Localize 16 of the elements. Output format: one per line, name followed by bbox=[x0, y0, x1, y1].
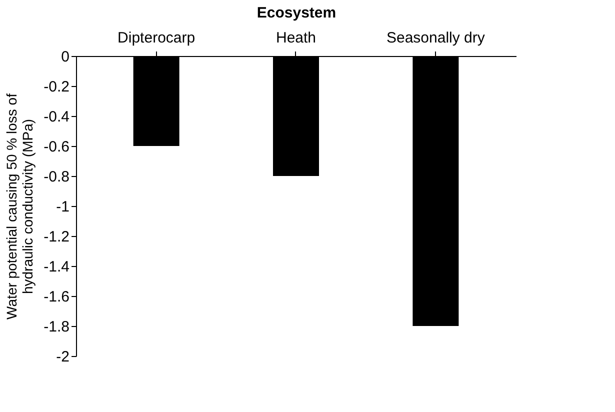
x-tick-label: Seasonally dry bbox=[386, 30, 486, 46]
y-tick-label: -1 bbox=[56, 198, 70, 216]
y-tick-label: -1.4 bbox=[44, 258, 70, 276]
y-tick-label: -1.6 bbox=[44, 288, 70, 306]
y-tick-label: -0.6 bbox=[44, 138, 70, 156]
y-tick-label: -0.2 bbox=[44, 78, 70, 96]
y-tick-label: -1.2 bbox=[44, 228, 70, 246]
y-tick-label: 0 bbox=[61, 48, 70, 66]
y-tick-label: -2 bbox=[56, 348, 70, 366]
y-axis-title: Water potential causing 50 % loss of hydraulic conductivity (MPa) bbox=[4, 93, 36, 320]
x-tick-label: Heath bbox=[276, 30, 316, 46]
x-axis-title: Ecosystem bbox=[256, 4, 336, 22]
x-tick-label: Dipterocarp bbox=[118, 30, 196, 46]
y-tick-label: -1.8 bbox=[44, 318, 70, 336]
y-tick-label: -0.8 bbox=[44, 168, 70, 186]
y-tick-label: -0.4 bbox=[44, 108, 70, 126]
